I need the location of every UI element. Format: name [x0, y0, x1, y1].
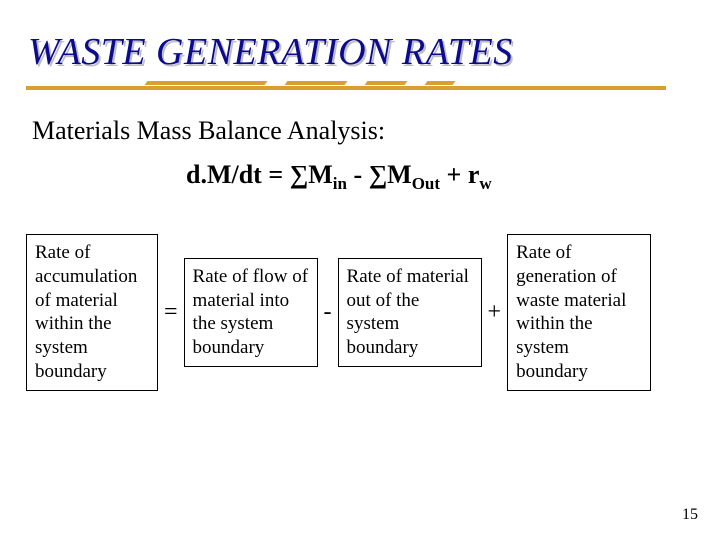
rule-dash-icon [425, 81, 456, 85]
term-inflow-box: Rate of flow of material into the system… [184, 258, 318, 367]
eq-sub-in: in [333, 174, 347, 193]
term-accumulation-box: Rate of accumulation of material within … [26, 234, 158, 391]
mass-balance-equation: d.M/dt = ∑Min - ∑MOut + rw [186, 160, 690, 194]
term-outflow-box: Rate of material out of the system bound… [338, 258, 482, 367]
rule-dash-icon [145, 81, 268, 85]
eq-sub-w: w [479, 174, 491, 193]
eq-sub-out: Out [412, 174, 440, 193]
eq-minus: - [347, 160, 369, 189]
eq-sigma2: ∑M [369, 160, 412, 189]
eq-sigma1: ∑M [290, 160, 333, 189]
term-generation-box: Rate of generation of waste material wit… [507, 234, 651, 391]
rule-dash-icon [365, 81, 408, 85]
term-box-row: Rate of accumulation of material within … [26, 234, 690, 391]
eq-plus-r: + r [440, 160, 479, 189]
slide-title: WASTE GENERATION RATES [28, 30, 690, 74]
plus-operator: + [482, 299, 508, 326]
minus-operator: - [318, 299, 338, 326]
rule-main-icon [26, 86, 666, 90]
title-underline [26, 80, 690, 98]
subtitle: Materials Mass Balance Analysis: [32, 116, 690, 146]
eq-lhs: d.M/dt = [186, 160, 290, 189]
page-number: 15 [682, 506, 698, 524]
equals-operator: = [158, 299, 184, 326]
rule-dash-icon [285, 81, 348, 85]
slide: WASTE GENERATION RATES Materials Mass Ba… [0, 0, 720, 540]
